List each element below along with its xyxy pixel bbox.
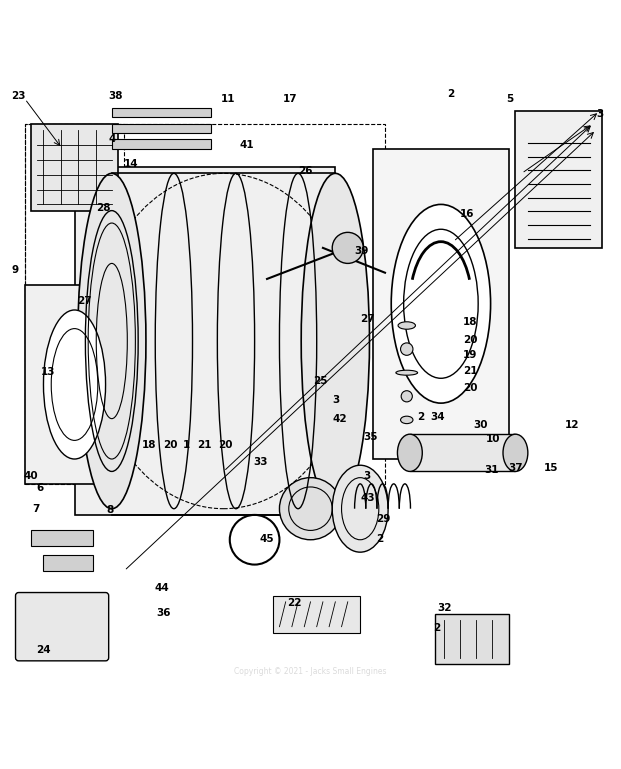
FancyBboxPatch shape (75, 167, 335, 515)
Bar (31, 531, 93, 546)
Bar (25, 124, 385, 484)
Text: 20: 20 (463, 335, 477, 345)
Text: 42: 42 (332, 414, 347, 424)
Text: 6: 6 (36, 483, 43, 493)
FancyBboxPatch shape (25, 285, 124, 484)
Bar (43, 555, 93, 571)
Text: 24: 24 (36, 645, 51, 655)
Ellipse shape (391, 205, 491, 403)
Ellipse shape (401, 391, 412, 402)
Ellipse shape (397, 434, 422, 471)
Ellipse shape (43, 310, 106, 459)
FancyBboxPatch shape (112, 139, 211, 148)
Bar (273, 596, 360, 633)
Ellipse shape (332, 465, 388, 552)
Text: 22: 22 (287, 598, 301, 608)
Text: 11: 11 (220, 94, 235, 104)
FancyBboxPatch shape (16, 593, 109, 661)
Ellipse shape (401, 343, 413, 355)
Text: 20: 20 (219, 441, 233, 451)
Ellipse shape (503, 434, 528, 471)
Text: 23: 23 (11, 91, 25, 101)
Text: 37: 37 (508, 464, 523, 474)
Text: 45: 45 (260, 534, 274, 544)
Text: 44: 44 (154, 583, 169, 593)
Bar (25, 124, 124, 310)
Text: 13: 13 (40, 367, 55, 377)
Text: 20: 20 (163, 441, 178, 451)
Text: 2: 2 (433, 623, 441, 633)
Text: 3: 3 (363, 471, 371, 481)
Text: 7: 7 (32, 504, 40, 514)
Text: 30: 30 (473, 420, 487, 430)
Text: 1: 1 (183, 441, 191, 451)
Text: 27: 27 (360, 315, 375, 325)
Text: 32: 32 (438, 603, 452, 613)
Text: 20: 20 (463, 383, 477, 393)
Ellipse shape (396, 370, 417, 375)
Text: 31: 31 (484, 465, 499, 475)
Text: 2: 2 (376, 534, 383, 544)
Bar (435, 614, 509, 664)
FancyBboxPatch shape (112, 108, 211, 118)
Text: 25: 25 (314, 376, 328, 386)
Text: 3: 3 (596, 109, 604, 119)
Ellipse shape (401, 416, 413, 424)
Bar (410, 434, 515, 471)
Text: 5: 5 (506, 94, 514, 104)
Text: 18: 18 (142, 441, 156, 451)
Circle shape (332, 232, 363, 264)
Text: 26: 26 (298, 167, 312, 177)
Text: 14: 14 (124, 159, 139, 169)
Text: 2: 2 (447, 89, 455, 99)
Text: 29: 29 (376, 514, 390, 524)
Text: 40: 40 (24, 471, 39, 481)
Ellipse shape (398, 321, 415, 329)
Text: 43: 43 (360, 492, 375, 502)
Text: 35: 35 (363, 432, 378, 442)
Text: 15: 15 (543, 464, 558, 474)
Text: 27: 27 (78, 295, 93, 305)
Text: 4: 4 (109, 135, 116, 145)
Text: 3: 3 (332, 395, 340, 405)
FancyBboxPatch shape (112, 124, 211, 133)
FancyBboxPatch shape (31, 124, 118, 211)
FancyBboxPatch shape (373, 148, 509, 459)
Text: 10: 10 (486, 434, 501, 444)
Text: 12: 12 (565, 420, 579, 430)
Text: 21: 21 (463, 366, 477, 376)
Text: 2: 2 (417, 412, 425, 422)
Text: 17: 17 (283, 94, 297, 104)
Text: 19: 19 (463, 350, 477, 360)
Text: 16: 16 (460, 208, 474, 218)
Text: 8: 8 (107, 505, 114, 515)
FancyBboxPatch shape (515, 112, 602, 248)
Text: 41: 41 (239, 141, 254, 151)
Ellipse shape (301, 173, 369, 509)
Text: 39: 39 (354, 246, 368, 256)
Ellipse shape (279, 478, 342, 540)
Text: 9: 9 (11, 265, 18, 275)
Text: 36: 36 (156, 608, 171, 618)
Text: 18: 18 (463, 318, 477, 328)
Text: 28: 28 (96, 202, 111, 212)
Ellipse shape (78, 173, 146, 509)
Text: 21: 21 (197, 441, 212, 451)
Text: Copyright © 2021 - Jacks Small Engines: Copyright © 2021 - Jacks Small Engines (234, 667, 387, 677)
Text: 38: 38 (109, 91, 123, 101)
Text: 33: 33 (253, 457, 268, 467)
Text: 34: 34 (430, 412, 445, 422)
